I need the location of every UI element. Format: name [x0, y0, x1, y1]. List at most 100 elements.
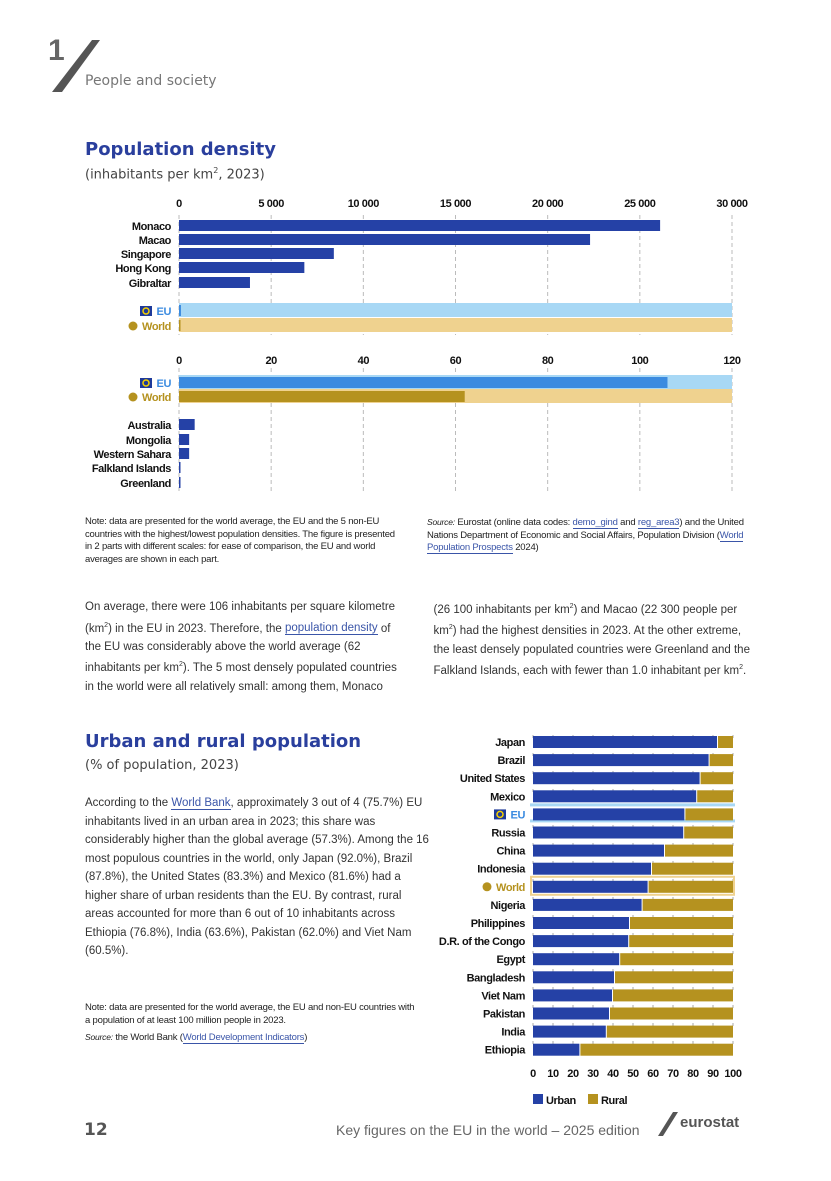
bar-rural [610, 1007, 733, 1020]
tick-label: 10 [547, 1068, 559, 1080]
category-label: Gibraltar [129, 278, 172, 290]
bar-rural [718, 736, 733, 748]
link-world-development-indicators[interactable]: World Development Indicators [182, 1032, 305, 1044]
category-label: Mongolia [126, 435, 172, 447]
category-label: EU [511, 809, 526, 821]
bar-rural [580, 1043, 733, 1056]
eurostat-slash-icon [658, 1112, 678, 1136]
footer-title: Key figures on the EU in the world – 202… [336, 1122, 640, 1138]
bar-world [179, 391, 465, 402]
category-label: Russia [491, 828, 526, 840]
bar-urban [533, 1043, 580, 1056]
bar-urban [533, 826, 684, 839]
tick-label: 0 [530, 1068, 536, 1080]
bar-rural [620, 953, 733, 966]
category-label: United States [460, 773, 525, 785]
category-label: Mexico [490, 791, 526, 803]
bar-rural [700, 772, 733, 785]
category-label: World [142, 392, 171, 404]
link-demo-gind[interactable]: demo_gind [572, 517, 618, 529]
eu-stars-icon [142, 379, 150, 387]
tick-label: 100 [631, 355, 648, 367]
tick-label: 60 [450, 355, 462, 367]
tick-label: 90 [707, 1068, 719, 1080]
bar-rural [684, 826, 733, 839]
bar-singapore [179, 248, 334, 259]
bar-urban [533, 1025, 606, 1038]
bar-rural [648, 880, 733, 893]
page-number: 12 [84, 1120, 108, 1140]
chapter-slash-icon [52, 40, 100, 92]
tick-label: 20 000 [532, 198, 564, 210]
category-label: Western Sahara [94, 449, 173, 461]
bar-greenland [179, 477, 181, 488]
category-label: India [501, 1027, 526, 1039]
link-population-density[interactable]: population density [284, 622, 378, 636]
bar-falkland-islands [179, 462, 181, 473]
bar-urban [533, 1007, 609, 1020]
bar-macao [179, 234, 591, 245]
bar-urban [533, 772, 700, 785]
bar-urban [533, 790, 697, 803]
bar-monaco [179, 220, 661, 231]
eu-flag-icon [140, 378, 152, 388]
category-label: Ethiopia [485, 1045, 526, 1057]
urban-source: Source: the World Bank (World Developmen… [85, 1032, 308, 1044]
tick-label: 40 [358, 355, 370, 367]
chapter-title: People and society [85, 73, 217, 89]
density-paragraph-1: On average, there were 106 inhabitants p… [85, 601, 750, 693]
tick-label: 70 [667, 1068, 679, 1080]
category-label: D.R. of the Congo [439, 936, 526, 948]
bar-rural [642, 898, 733, 911]
category-label: Australia [128, 420, 173, 432]
bar-mongolia [179, 434, 190, 445]
category-label: Greenland [120, 478, 171, 490]
link-reg-area3[interactable]: reg_area3 [637, 517, 680, 529]
link-world-population-prospects[interactable]: World Population Prospects [427, 529, 744, 554]
category-label: Bangladesh [467, 972, 526, 984]
bar-urban [533, 971, 614, 984]
category-label: Singapore [121, 249, 171, 261]
tick-label: 25 000 [624, 198, 656, 210]
bar-urban [533, 917, 629, 929]
tick-label: 15 000 [440, 198, 472, 210]
eurostat-logo: eurostat [680, 1114, 740, 1131]
eu-stars-icon [142, 307, 150, 315]
urban-rural-chart: 0 10 20 30 40 50 60 70 80 90 100 Japan Brazil United … [439, 735, 742, 1107]
bar-gibraltar [179, 277, 250, 288]
globe-icon [482, 882, 492, 892]
category-label: Philippines [471, 918, 526, 930]
bar-urban [533, 898, 642, 911]
tick-label: 40 [607, 1068, 619, 1080]
category-label: Macao [139, 235, 172, 247]
bar-eu [179, 305, 181, 316]
bar-hong-kong [179, 262, 305, 273]
urban-note: Note: data are presented for the world a… [85, 1002, 415, 1026]
bar-urban [533, 953, 620, 966]
category-label: EU [157, 306, 172, 318]
bar-rural [652, 862, 733, 875]
bar-rural [606, 1025, 733, 1038]
link-world-bank[interactable]: World Bank [171, 797, 231, 810]
section-title-urban: Urban and rural population [85, 731, 362, 752]
legend-urban-swatch [533, 1094, 543, 1104]
bar-rural [709, 754, 733, 767]
bar-rural [665, 844, 733, 857]
tick-label: 0 [176, 198, 182, 210]
tick-label: 60 [647, 1068, 659, 1080]
category-label: China [496, 846, 526, 858]
eu-stars-icon [496, 810, 504, 819]
chapter-number: 1 [48, 34, 65, 67]
density-chart: 0 5 000 10 000 15 000 20 000 25 000 30 000 Mona… [92, 198, 748, 492]
bar-world [179, 320, 181, 331]
category-label: Viet Nam [481, 990, 525, 1002]
density-source: Source: Eurostat (online data codes: dem… [427, 517, 744, 554]
average-band [179, 303, 732, 317]
bar-australia [179, 419, 195, 430]
section-subtitle-urban: (% of population, 2023) [85, 758, 239, 773]
bar-urban [533, 754, 709, 767]
tick-label: 30 000 [716, 198, 748, 210]
legend-rural-swatch [588, 1094, 598, 1104]
section-title-density: Population density [85, 139, 276, 160]
tick-label: 80 [542, 355, 554, 367]
